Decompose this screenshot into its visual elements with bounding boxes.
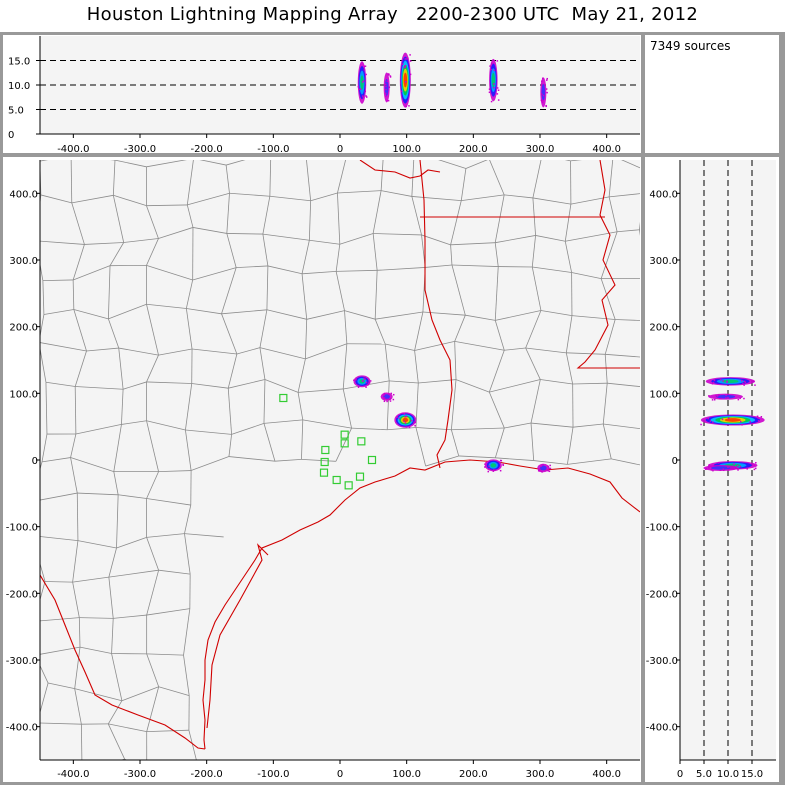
lma-stations — [279, 393, 377, 490]
base-map — [40, 160, 640, 760]
plan-x-tick-label: -400.0 — [57, 769, 89, 780]
altitude-x-tick-label: -100.0 — [257, 144, 289, 155]
plan-y-tick-label: 300.0 — [9, 256, 38, 267]
altitude-x-tick-label: -400.0 — [57, 144, 89, 155]
station-7 — [320, 457, 329, 467]
altitude-x-axis: -400.0 -300.0 -200.0 -100.0 0 100.0 200.0 300.0… — [8, 36, 640, 155]
altitude-x-tick-label: 300.0 — [526, 144, 555, 155]
altitude-y-tick-label: 400.0 — [649, 189, 678, 200]
coastline-and-state-lines — [40, 160, 640, 750]
altitude-y-tick-label: -100.0 — [646, 523, 678, 534]
altitude-y-tick-label: 300.0 — [649, 256, 678, 267]
altitude-x-tick-label: 200.0 — [459, 144, 488, 155]
plan-y-tick-label: 0 — [32, 456, 38, 467]
station-4 — [340, 430, 349, 439]
altitude-y-tick-label: 100.0 — [649, 389, 678, 400]
station-6 — [367, 455, 377, 465]
lightning-plan-view — [353, 375, 552, 473]
altitude-x-tick-label: 100.0 — [392, 144, 421, 155]
lightning-altitude-y — [700, 377, 765, 472]
plan-x-tick-label: 200.0 — [459, 769, 488, 780]
cluster-3-altitude-y — [700, 414, 765, 426]
cluster-5-plan — [537, 463, 552, 473]
plan-x-tick-label: 400.0 — [592, 769, 621, 780]
plan-x-tick-label: 300.0 — [526, 769, 555, 780]
plan-x-tick-label: -100.0 — [257, 769, 289, 780]
plan-x-tick-label: -200.0 — [191, 769, 223, 780]
altitude-y-tick-label: 0 — [672, 456, 678, 467]
station-2 — [321, 445, 330, 455]
altitude-tick-label: 5.0 — [8, 106, 24, 117]
mississippi-river — [576, 160, 640, 369]
lightning-altitude-x — [357, 52, 549, 108]
coastline — [202, 459, 640, 750]
altitude-h-tick-label: 10.0 — [717, 769, 739, 780]
plan-y-tick-label: -400.0 — [6, 723, 38, 734]
coastline-inner-bay — [206, 543, 269, 729]
station-5 — [357, 437, 366, 446]
station-11 — [355, 472, 365, 481]
cluster-1-altitude-x — [357, 61, 368, 104]
altitude-y-tick-label: -300.0 — [646, 656, 678, 667]
plan-y-tick-label: -100.0 — [6, 523, 38, 534]
plan-y-tick-label: -300.0 — [6, 656, 38, 667]
plan-view-panel — [40, 160, 640, 760]
cluster-2-altitude-y — [708, 393, 745, 401]
cluster-1-altitude-y — [705, 377, 756, 386]
station-3 — [340, 439, 349, 448]
altitude-h-tick-label: 15.0 — [741, 769, 763, 780]
cluster-3-plan — [394, 412, 417, 429]
cluster-2-plan — [380, 392, 395, 403]
coast-mainland-edge — [40, 574, 206, 750]
altitude-tick-label: 15.0 — [8, 57, 30, 68]
station-9 — [332, 475, 341, 485]
plan-y-tick-label: 400.0 — [9, 189, 38, 200]
altitude-x-tick-label: -300.0 — [124, 144, 156, 155]
altitude-y-axis: 400.0 300.0 200.0 100.0 0 -100.0 -200.0 -300.0 -… — [646, 160, 776, 780]
source-count: 7349 sources — [650, 39, 730, 53]
cluster-5-altitude-y — [703, 465, 739, 472]
county-boundaries — [40, 160, 640, 760]
plan-view-axes: -400.0 -300.0 -200.0 -100.0 0 100.0 200.0 300.0… — [6, 160, 640, 780]
red-river-tx — [359, 160, 441, 179]
altitude-x-tick-label: -200.0 — [191, 144, 223, 155]
altitude-tick-label: 10.0 — [8, 81, 30, 92]
cluster-4-plan — [484, 459, 505, 473]
plan-y-tick-label: 200.0 — [9, 323, 38, 334]
plan-x-tick-label: -300.0 — [124, 769, 156, 780]
altitude-x-tick-label: 400.0 — [592, 144, 621, 155]
cluster-4-altitude-x — [488, 58, 500, 103]
altitude-h-tick-label: 0 — [677, 769, 683, 780]
altitude-h-tick-label: 5.0 — [696, 769, 712, 780]
page-title: Houston Lightning Mapping Array 2200-230… — [86, 4, 699, 25]
station-1 — [279, 393, 288, 403]
plan-y-tick-label: -200.0 — [6, 589, 38, 600]
altitude-y-tick-label: -200.0 — [646, 589, 678, 600]
plan-x-tick-label: 100.0 — [392, 769, 421, 780]
cluster-5-altitude-x — [540, 77, 549, 108]
plan-x-tick-label: 0 — [337, 769, 343, 780]
altitude-y-tick-label: -400.0 — [646, 723, 678, 734]
plan-y-tick-label: 100.0 — [9, 389, 38, 400]
state-line-la-tx — [419, 160, 453, 469]
station-10 — [344, 481, 353, 490]
station-8 — [319, 468, 329, 477]
altitude-x-tick-label: 0 — [337, 144, 343, 155]
altitude-y-tick-label: 200.0 — [649, 323, 678, 334]
cluster-1-plan — [353, 375, 372, 388]
cluster-2-altitude-x — [383, 72, 392, 103]
cluster-3-altitude-x — [399, 52, 412, 108]
altitude-tick-label: 0 — [8, 130, 14, 141]
